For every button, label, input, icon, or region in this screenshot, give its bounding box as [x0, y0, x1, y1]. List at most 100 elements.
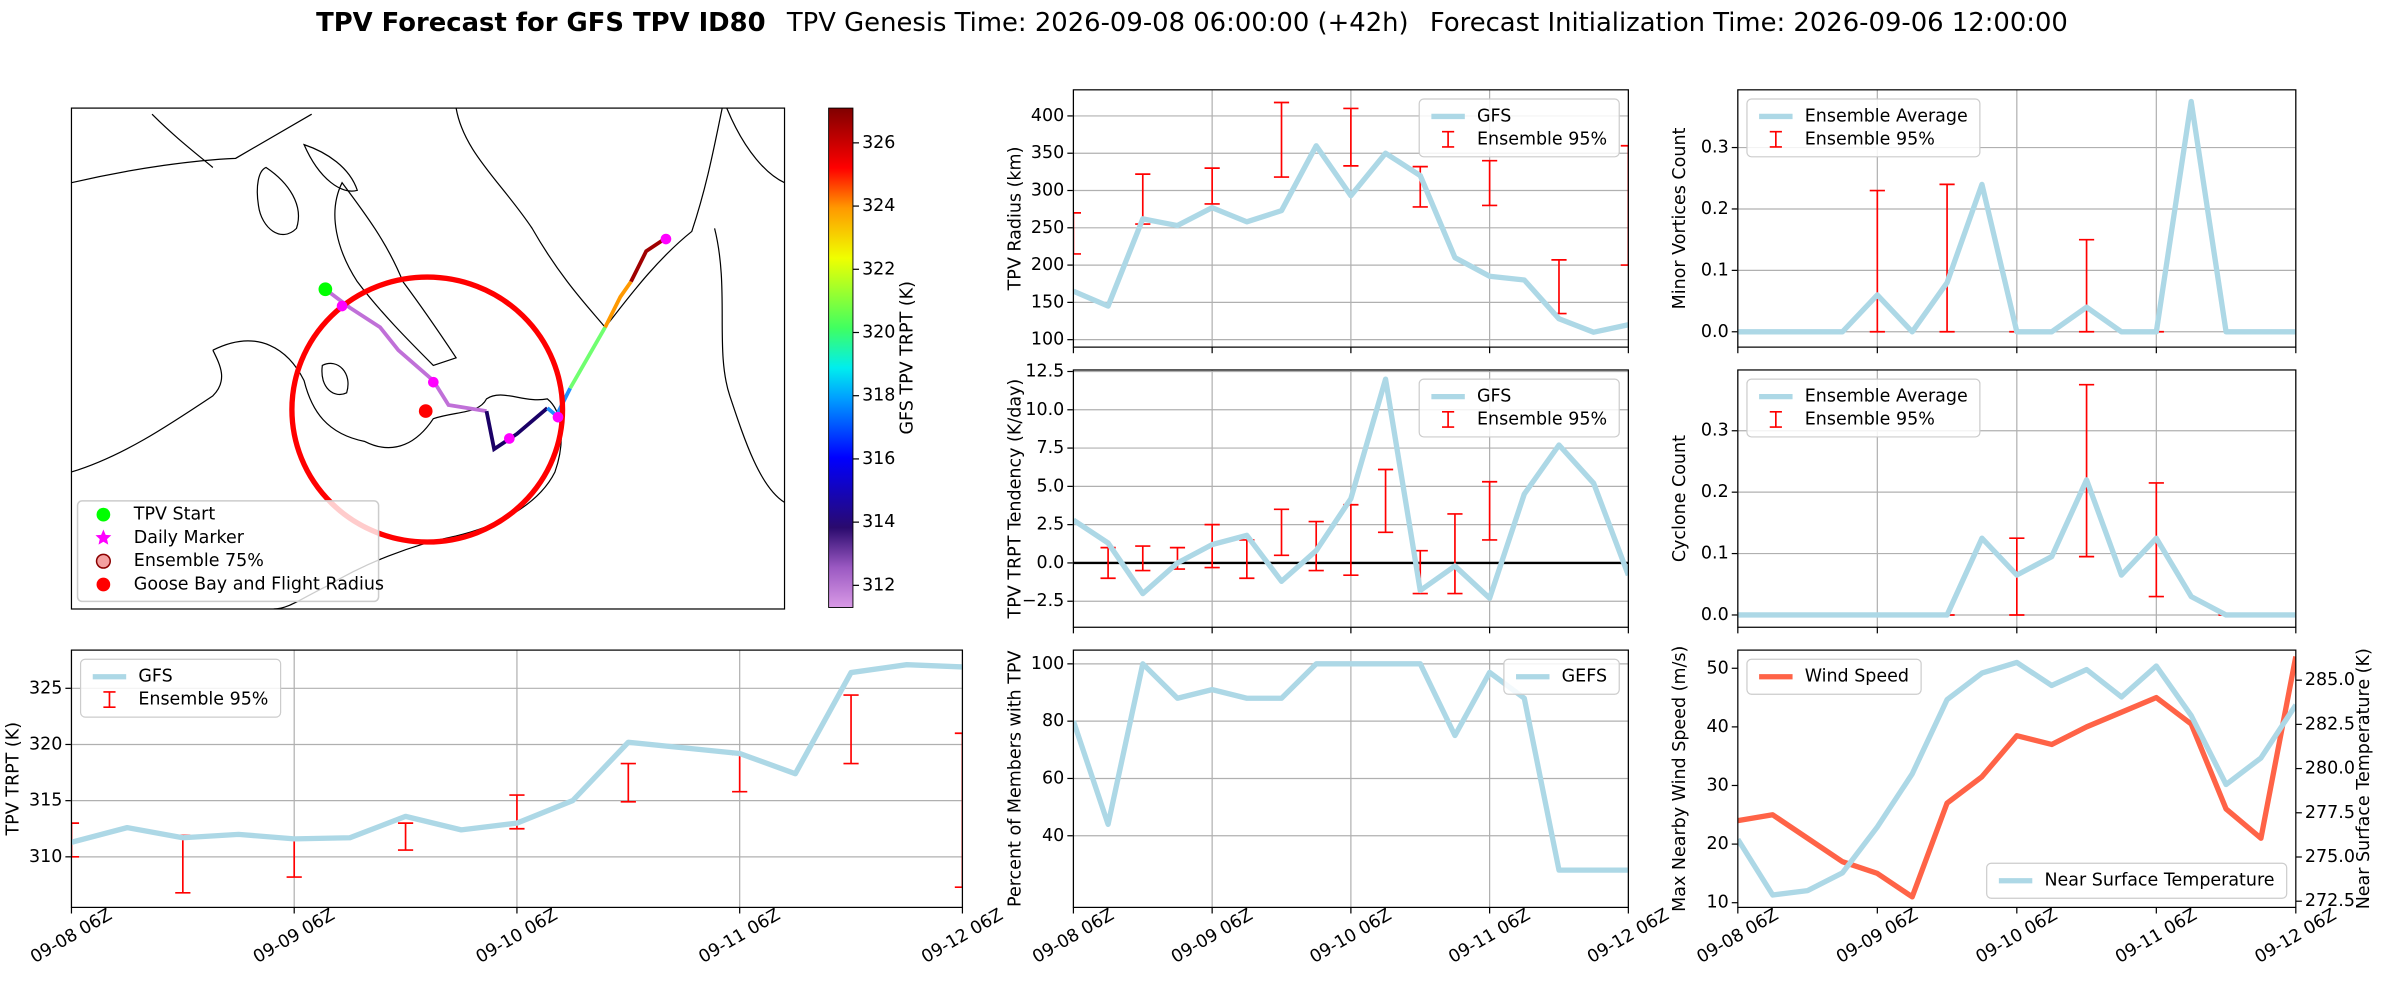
error-bar: [1377, 468, 1394, 534]
daily-markers: [336, 233, 672, 444]
error-bar: [1273, 101, 1290, 178]
title-genesis: TPV Genesis Time: 2026-09-08 06:00:00 (+…: [786, 7, 1409, 37]
y-tick-label: 40: [1042, 826, 1064, 846]
coast: [302, 143, 359, 192]
legend: Wind Speed: [1746, 658, 1922, 695]
legend-box: [1503, 658, 1620, 695]
y-tick-label: 0.0: [1036, 553, 1064, 573]
track-segment: [568, 326, 607, 390]
daily-marker: [427, 376, 439, 388]
colorbar-label: GFS TPV TRPT (K): [898, 281, 918, 435]
colorbar-tick-label: 324: [862, 196, 895, 216]
x-tick-label: 09-09 06Z: [1833, 905, 1921, 968]
series-line: [1073, 143, 1629, 335]
plot-frame: [1737, 649, 2297, 909]
daily-marker: [504, 433, 515, 444]
colorbar-tick-label: 318: [862, 386, 895, 406]
plot-frame: [1072, 369, 1629, 628]
x-tick-label: 09-11 06Z: [695, 905, 783, 968]
y-tick-label: 12.5: [1025, 361, 1064, 381]
error-bar: [397, 822, 414, 851]
coast: [321, 362, 349, 395]
plot-frame: [1072, 89, 1629, 348]
title-init: Forecast Initialization Time: 2026-09-06…: [1430, 7, 2068, 37]
error-bar: [1273, 508, 1290, 557]
title-main: TPV Forecast for GFS TPV ID80: [316, 7, 765, 37]
error-bar: [1204, 167, 1220, 205]
plot-frame: [70, 649, 964, 909]
error-bar: [1939, 183, 1955, 333]
series-line: [1737, 659, 2296, 898]
legend-label: Ensemble 95%: [1805, 409, 1935, 429]
series-line: [1737, 98, 2296, 335]
y-tick-label: 325: [29, 678, 62, 698]
y-tick-label: −2.5: [1022, 591, 1064, 611]
plot-area: [1073, 376, 1629, 601]
y-tick-label: 40: [1706, 717, 1728, 737]
y-tick-label: 2.5: [1036, 515, 1064, 535]
error-bar: [2078, 238, 2095, 333]
y-tick-label: 0.3: [1701, 138, 1729, 158]
coast: [256, 166, 299, 235]
plot-area: [1737, 383, 2296, 618]
colorbar: [828, 107, 854, 608]
x-tick-label: 09-12 06Z: [918, 905, 1006, 968]
daily-marker: [336, 300, 348, 312]
panel: 310 315 320 325 09-08 06Z 09-09 06Z 09-10 06Z 0…: [4, 649, 1007, 968]
x-tick-label: 09-11 06Z: [2112, 905, 2200, 968]
legend-label: Ensemble 75%: [134, 551, 264, 571]
legend-marker: [96, 507, 111, 522]
track: [289, 233, 672, 545]
error-bar: [843, 694, 859, 765]
plot-area: [1737, 656, 2296, 900]
y-tick-label: 7.5: [1036, 438, 1064, 458]
x-tick-label: 09-08 06Z: [27, 905, 115, 968]
legend-label: TPV Start: [133, 505, 216, 525]
y-tick-label: 10.0: [1025, 400, 1064, 420]
legend-marker: [95, 529, 112, 545]
legend-label: Daily Marker: [134, 528, 245, 548]
panel: 100 150 200 250 300 350 400 TPV Radius (km) GFS E…: [1006, 89, 1629, 354]
legend-label: Ensemble 95%: [1477, 129, 1607, 149]
y-tick-label: 5.0: [1036, 476, 1064, 496]
coast: [726, 108, 785, 184]
panel: 40 60 80 100 09-08 06Z 09-09 06Z 09-10 06Z 09-1…: [1006, 649, 1673, 968]
x-tick-label: 09-10 06Z: [473, 905, 561, 968]
coast: [71, 349, 223, 473]
y2-tick-label: 277.5: [2305, 803, 2355, 823]
legend-label: GEFS: [1562, 667, 1607, 687]
colorbar-tick-label: 312: [862, 575, 895, 595]
legend-box: [1418, 378, 1620, 438]
y-tick-label: 100: [1031, 330, 1064, 350]
error-bar: [954, 732, 963, 889]
legend-label: Goose Bay and Flight Radius: [134, 574, 384, 594]
colorbar-tick-label: 322: [862, 259, 895, 279]
y-tick-label: 10: [1706, 893, 1728, 913]
y-tick-label: 0.1: [1701, 544, 1729, 564]
plot-area: [1737, 98, 2296, 335]
x-tick-label: 09-10 06Z: [1973, 905, 2061, 968]
series-line: [1737, 656, 2296, 900]
plot-frame: [1737, 369, 2297, 628]
y-tick-label: 0.2: [1701, 482, 1729, 502]
legend-label: GFS: [138, 667, 172, 687]
legend-label: Wind Speed: [1805, 667, 1909, 687]
flight-radius: [289, 274, 566, 545]
legend-box: [1746, 378, 1981, 438]
legend-swatch: [1769, 410, 1782, 428]
colorbar-tick-label: 326: [862, 133, 895, 153]
y-tick-label: 0.0: [1701, 322, 1729, 342]
y-tick-label: 80: [1042, 711, 1064, 731]
map-legend-box: [76, 500, 380, 603]
y-axis-label: Minor Vortices Count: [1670, 127, 1690, 309]
plot-frame: [1737, 89, 2297, 348]
legend-marker: [95, 553, 111, 569]
legend-label: Ensemble 95%: [1805, 129, 1935, 149]
tpv-start: [318, 282, 333, 297]
